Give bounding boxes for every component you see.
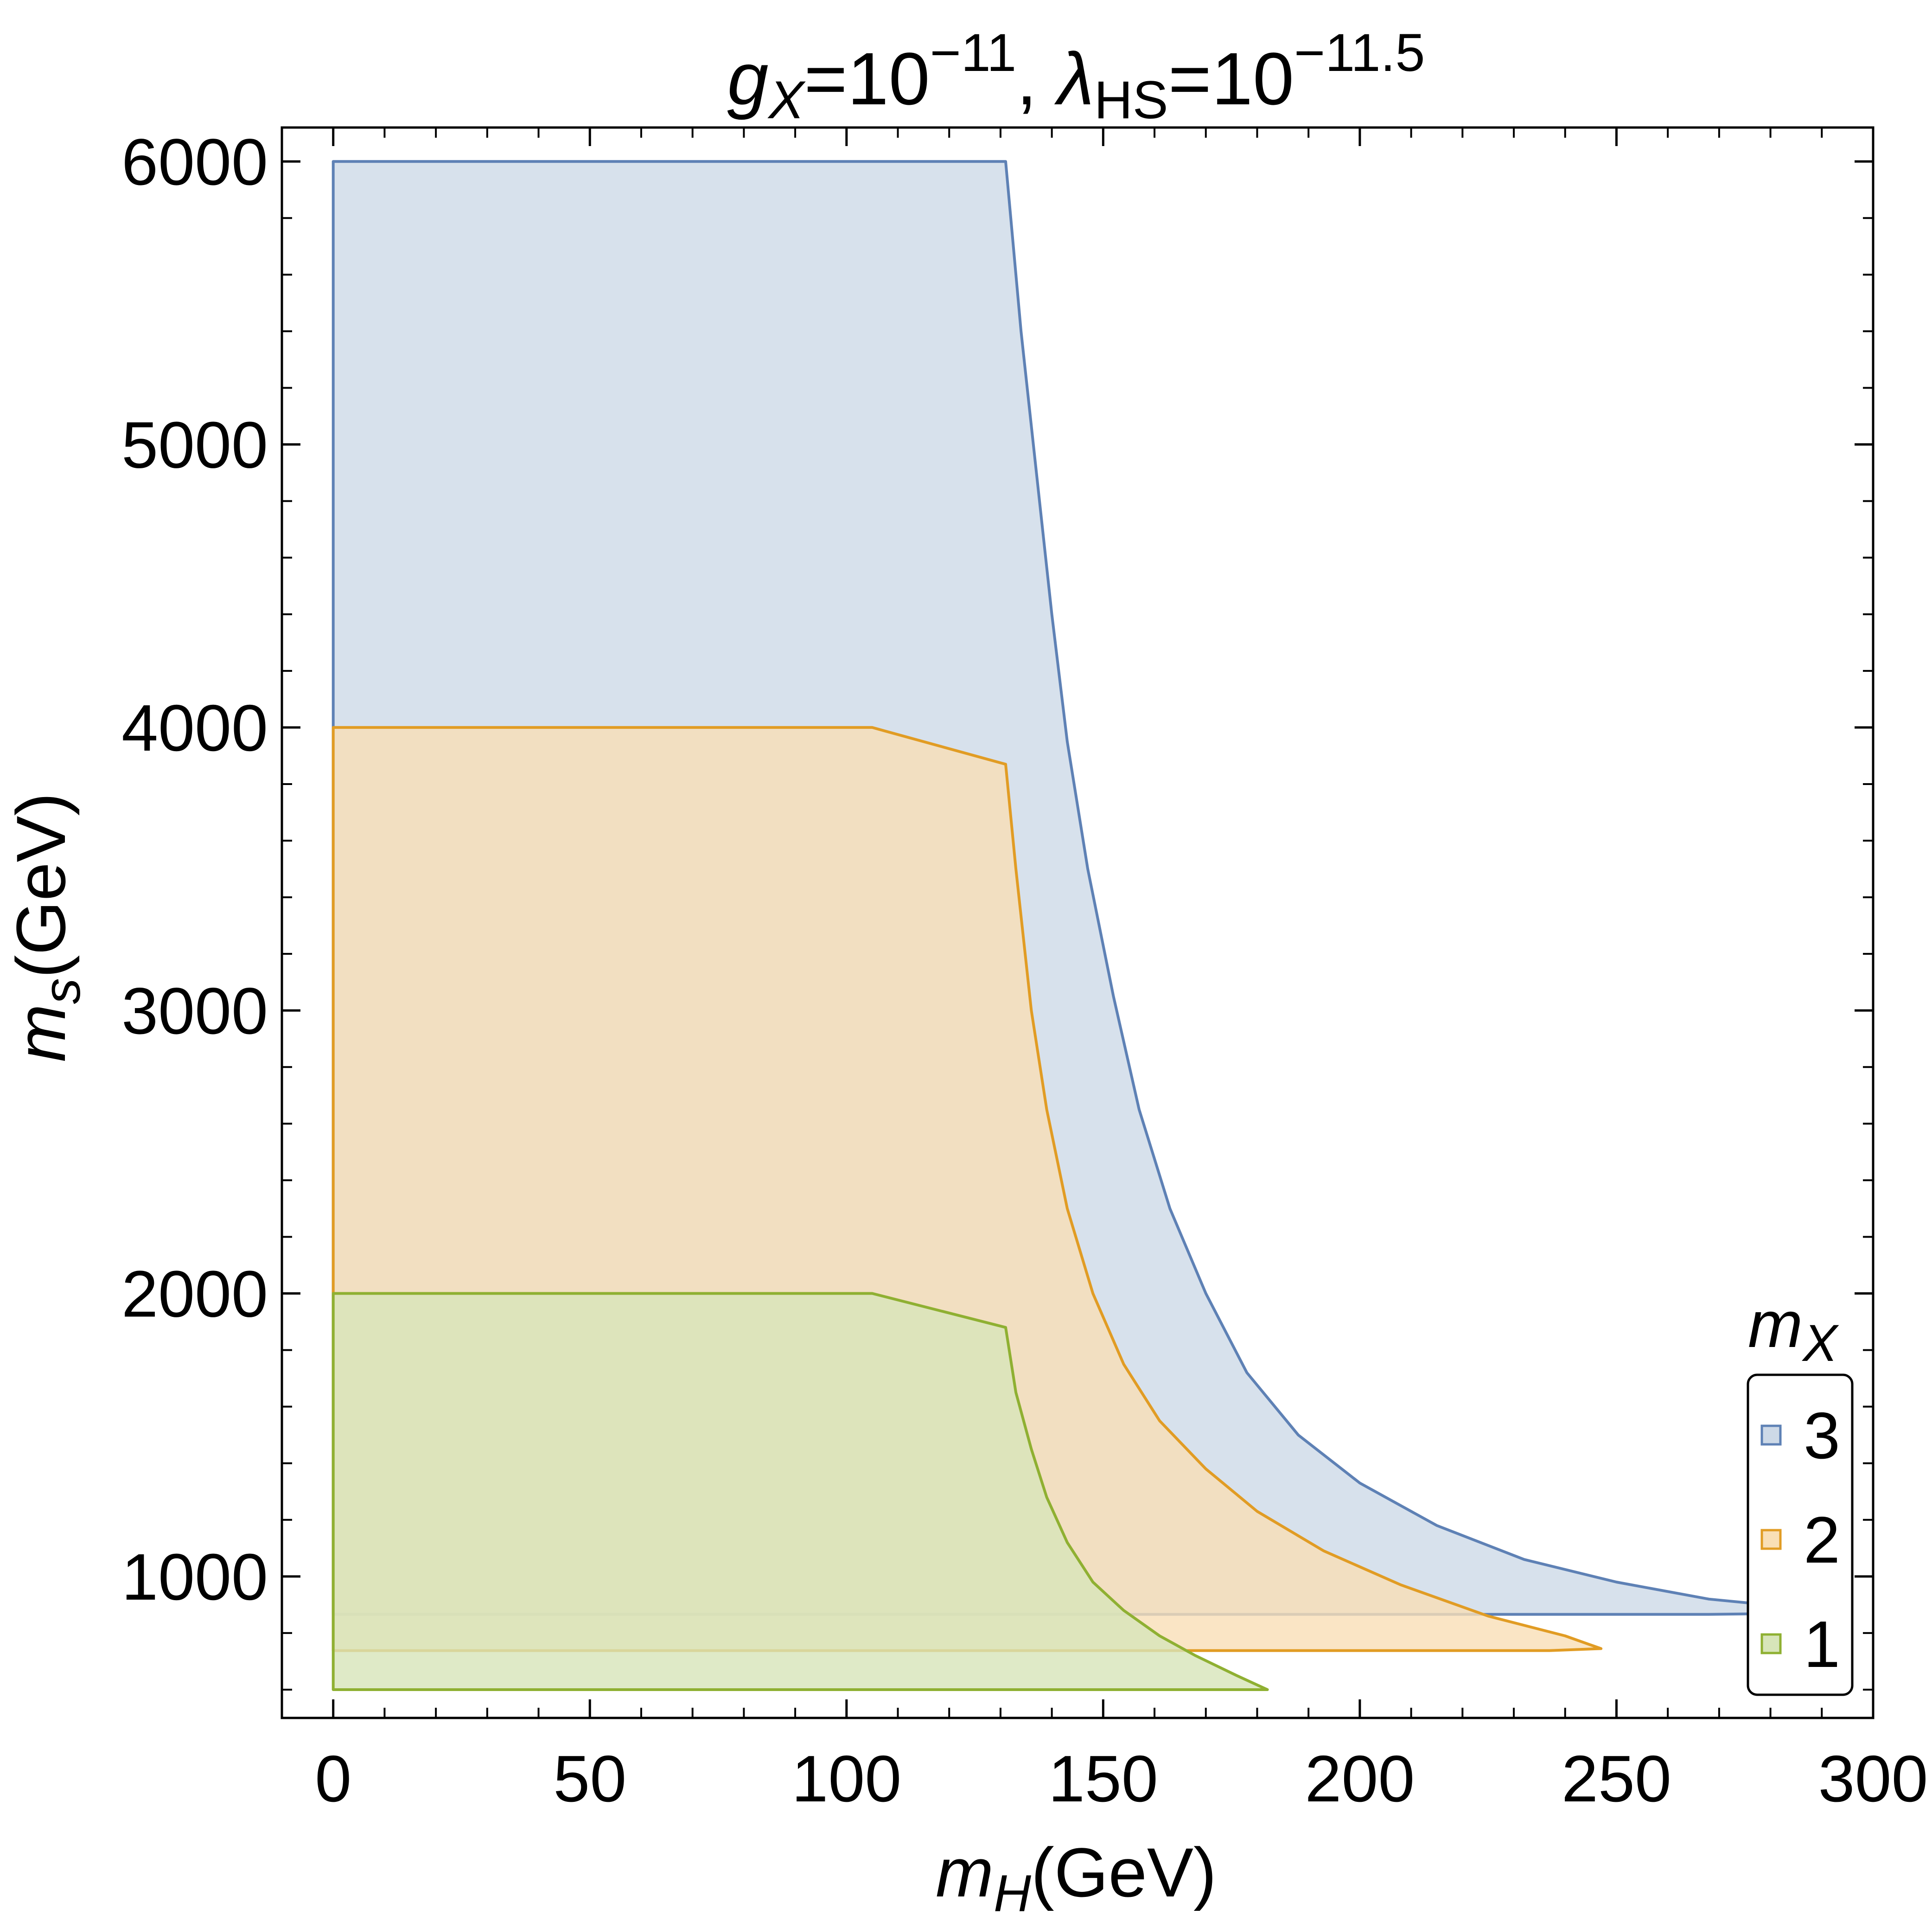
series-region-1	[332, 1292, 1269, 1691]
legend-title: mX	[1748, 1288, 1839, 1372]
legend-items: 3 2 1	[1760, 1399, 1840, 1681]
x-axis-title-sub: H	[994, 1864, 1031, 1915]
legend-title-symbol: m	[1748, 1288, 1803, 1361]
title-g-symbol: g	[727, 37, 769, 120]
legend-title-sub: X	[1801, 1314, 1839, 1372]
x-axis-title-symbol: m	[936, 1833, 994, 1911]
title-lambda-sub: HS	[1094, 70, 1168, 130]
y-tick-label: 6000	[121, 125, 268, 199]
legend-swatch-1	[1760, 1633, 1782, 1654]
x-axis-title: mH(GeV)	[936, 1833, 1217, 1915]
y-axis: 1000 2000 3000 4000 5000 6000	[121, 125, 1873, 1691]
x-tick-label: 50	[553, 1742, 626, 1816]
title-lambda-eq: =10	[1168, 37, 1294, 120]
x-tick-label: 100	[791, 1742, 901, 1816]
y-axis-title-unit: (GeV)	[2, 792, 80, 978]
legend-swatch-3	[1760, 1424, 1782, 1446]
title-lambda-exp: −11.5	[1294, 23, 1425, 83]
y-axis-title: ms(GeV)	[2, 792, 91, 1062]
x-axis-title-unit: (GeV)	[1031, 1833, 1217, 1911]
legend: mX 3 2 1	[1747, 1288, 1854, 1696]
y-tick-label: 4000	[121, 691, 268, 765]
y-axis-title-sub: s	[33, 978, 91, 1004]
legend-swatch-2	[1760, 1529, 1782, 1550]
y-tick-label: 2000	[121, 1258, 268, 1331]
x-tick-label: 150	[1048, 1742, 1158, 1816]
y-tick-label: 3000	[121, 974, 268, 1048]
chart-title: gX=10−11, λHS=10−11.5	[727, 23, 1425, 130]
title-g-sub: X	[767, 70, 806, 130]
x-tick-label: 300	[1818, 1742, 1928, 1816]
legend-label-3: 3	[1804, 1399, 1840, 1473]
title-g-exp: −11	[930, 23, 1017, 83]
legend-label-1: 1	[1804, 1608, 1840, 1681]
title-g-eq: =10	[804, 37, 930, 120]
title-lambda-symbol: λ	[1054, 37, 1094, 120]
y-tick-label: 5000	[121, 409, 268, 482]
x-tick-label: 250	[1562, 1742, 1671, 1816]
plot-frame	[281, 126, 1875, 1719]
x-tick-label: 200	[1305, 1742, 1415, 1816]
x-axis: 0 50 100 150 200 250 300	[315, 128, 1928, 1816]
x-tick-label: 0	[315, 1742, 351, 1816]
series-layer	[332, 160, 1849, 1691]
title-sep: ,	[1016, 37, 1058, 120]
y-axis-title-symbol: m	[2, 1004, 80, 1062]
legend-box	[1747, 1373, 1854, 1696]
legend-label-2: 2	[1804, 1503, 1840, 1577]
y-tick-label: 1000	[121, 1540, 268, 1614]
